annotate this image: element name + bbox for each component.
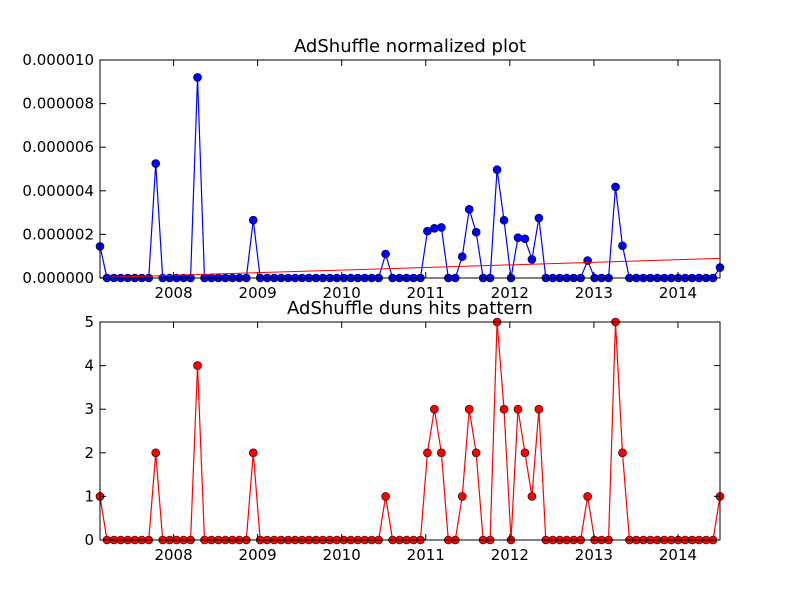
duns-hits-data-point: [193, 361, 202, 370]
normalized-plot-axes-frame: [99, 59, 721, 279]
duns-hits-data-point: [381, 492, 390, 501]
normalized-plot-x-tick-label: 2014: [659, 284, 697, 302]
normalized-plot-x-tick-label: 2008: [154, 284, 192, 302]
duns-hits-marks: [95, 317, 725, 545]
normalized-plot-y-tick-label: 0.000000: [22, 269, 94, 287]
duns-hits-x-tick-label: 2012: [491, 546, 529, 564]
duns-hits-x-tick-label: 2014: [659, 546, 697, 564]
normalized-plot-data-point: [618, 241, 627, 251]
duns-hits-data-point: [534, 404, 544, 414]
normalized-plot-data-point: [248, 215, 258, 225]
normalized-plot-marks: [95, 73, 725, 283]
duns-hits-data-point: [423, 448, 432, 458]
duns-hits-y-tick-label: 2: [84, 444, 94, 462]
normalized-plot-x-tick-label: 2009: [239, 284, 277, 302]
duns-hits-data-point: [464, 404, 474, 414]
duns-hits-data-point: [437, 448, 446, 458]
normalized-plot-data-point: [492, 165, 502, 174]
duns-hits-y-tick-label: 0: [84, 531, 94, 549]
normalized-plot-data-point: [527, 255, 537, 264]
normalized-plot-x-tick-label: 2013: [575, 284, 613, 302]
normalized-plot-trend-line: [99, 257, 721, 279]
normalized-plot-y-tick-label: 0.000010: [22, 51, 94, 69]
normalized-plot-data-point: [471, 227, 481, 237]
normalized-plot-data-point: [193, 73, 202, 82]
normalized-plot-data-point: [464, 205, 474, 214]
normalized-plot-panel: AdShuffle normalized plot 2008 2009 2010 20…: [22, 36, 725, 302]
duns-hits-x-tick-label: 2008: [154, 546, 192, 564]
duns-hits-y-tick-label: 3: [84, 400, 94, 418]
normalized-plot-ticks: 2008 2009 2010 2011 2012 2013 2014 0.000000 0.00…: [22, 51, 720, 302]
duns-hits-x-tick-label: 2011: [407, 546, 445, 564]
duns-hits-y-tick-label: 1: [84, 487, 94, 505]
duns-hits-y-tick-label: 4: [84, 357, 94, 375]
normalized-plot-data-point: [437, 223, 446, 232]
normalized-plot-x-tick-label: 2011: [407, 284, 445, 302]
normalized-plot-x-tick-label: 2012: [491, 284, 529, 302]
duns-hits-x-tick-label: 2010: [323, 546, 361, 564]
duns-hits-title: AdShuffle duns hits pattern: [287, 298, 533, 319]
normalized-plot-y-tick-label: 0.000008: [22, 95, 94, 113]
normalized-plot-data-point: [457, 252, 467, 261]
normalized-plot-data-point: [499, 215, 509, 225]
duns-hits-data-point: [471, 448, 481, 458]
duns-hits-data-point: [520, 448, 530, 458]
duns-hits-x-tick-label: 2009: [239, 546, 277, 564]
normalized-plot-data-point: [534, 213, 544, 223]
duns-hits-data-point: [618, 448, 627, 458]
normalized-plot-y-tick-label: 0.000004: [22, 182, 94, 200]
duns-hits-data-point: [151, 448, 161, 458]
normalized-plot-y-tick-label: 0.000002: [22, 225, 94, 243]
duns-hits-data-point: [457, 492, 467, 501]
duns-hits-x-tick-label: 2013: [575, 546, 613, 564]
normalized-plot-data-point: [583, 256, 592, 265]
duns-hits-series-line: [99, 321, 721, 541]
duns-hits-data-point: [248, 448, 258, 458]
normalized-plot-data-point: [520, 234, 530, 244]
normalized-plot-data-point: [611, 182, 620, 192]
duns-hits-data-point: [527, 492, 537, 501]
duns-hits-y-tick-label: 5: [84, 313, 94, 331]
normalized-plot-x-tick-label: 2010: [323, 284, 361, 302]
duns-hits-data-point: [583, 492, 592, 501]
duns-hits-data-point: [430, 404, 439, 414]
normalized-plot-y-tick-label: 0.000006: [22, 138, 94, 156]
duns-hits-data-point: [513, 404, 523, 414]
normalized-plot-series-line: [99, 77, 721, 279]
duns-hits-panel: AdShuffle duns hits pattern 2008 2009 2010…: [84, 298, 725, 564]
duns-hits-axes-frame: [99, 321, 721, 541]
duns-hits-ticks: 2008 2009 2010 2011 2012 2013 2014 0 1 2 3 4 5: [84, 313, 720, 564]
normalized-plot-title: AdShuffle normalized plot: [294, 36, 526, 57]
normalized-plot-data-point: [151, 159, 161, 168]
duns-hits-data-point: [499, 404, 509, 414]
normalized-plot-data-point: [513, 233, 523, 242]
normalized-plot-data-point: [381, 249, 390, 259]
